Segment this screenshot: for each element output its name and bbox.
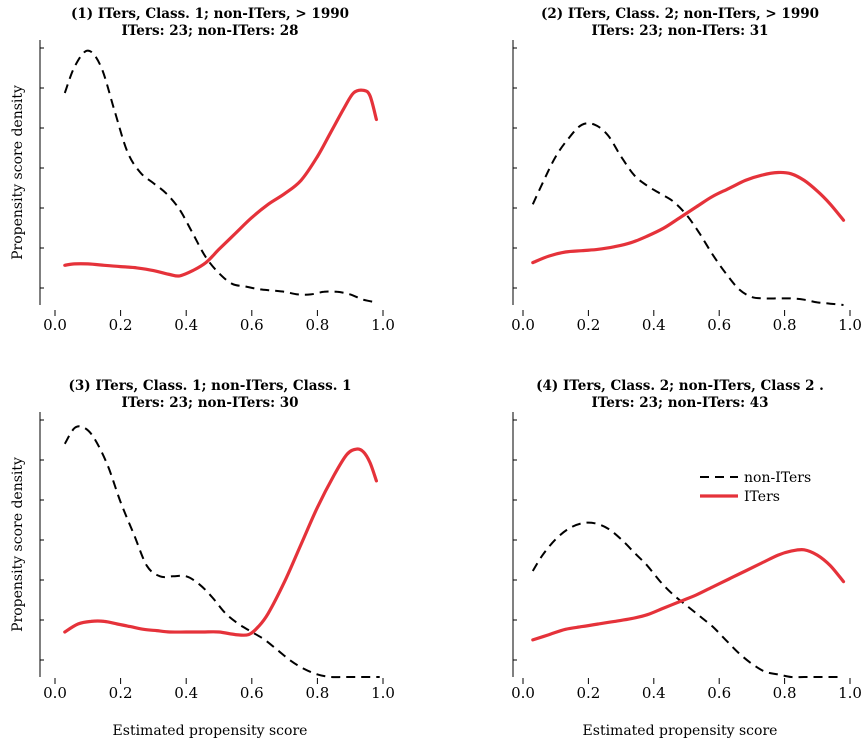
series-line-iters xyxy=(63,88,378,278)
panel-2: (2) ITers, Class. 2; non-ITers, > 1990IT… xyxy=(511,6,862,334)
series-line-iters xyxy=(531,170,846,265)
x-tick-label: 0.4 xyxy=(174,316,198,334)
panel-title: (4) ITers, Class. 2; non-ITers, Class 2 … xyxy=(536,378,824,394)
x-tick-label: 0.0 xyxy=(511,316,535,334)
y-axis-label: Propensity score density xyxy=(10,85,26,260)
series-line-non-iters xyxy=(63,49,377,304)
x-tick-label: 0.8 xyxy=(773,684,797,702)
x-tick-label: 1.0 xyxy=(838,684,862,702)
series-line-iters xyxy=(63,447,378,637)
x-tick-label: 0.2 xyxy=(109,684,133,702)
panel-subtitle: ITers: 23; non-ITers: 31 xyxy=(591,23,768,39)
x-tick-label: 0.2 xyxy=(109,316,133,334)
x-tick-label: 0.2 xyxy=(576,316,600,334)
panel-title: (2) ITers, Class. 2; non-ITers, > 1990 xyxy=(541,6,819,22)
x-tick-label: 0.4 xyxy=(642,316,666,334)
panel-4: (4) ITers, Class. 2; non-ITers, Class 2 … xyxy=(511,378,862,739)
x-tick-label: 0.4 xyxy=(642,684,666,702)
panel-subtitle: ITers: 23; non-ITers: 43 xyxy=(591,395,768,411)
x-tick-label: 0.0 xyxy=(43,684,67,702)
legend-label: non-ITers xyxy=(744,470,811,486)
y-axis-label: Propensity score density xyxy=(10,457,26,632)
x-axis-label: Estimated propensity score xyxy=(583,723,778,739)
series-line-iters xyxy=(531,547,846,642)
panel-1: (1) ITers, Class. 1; non-ITers, > 1990IT… xyxy=(10,6,395,334)
legend: non-ITers ITers xyxy=(700,470,811,505)
series-line-non-iters xyxy=(531,122,844,306)
x-tick-label: 0.6 xyxy=(707,684,731,702)
series-line-non-iters xyxy=(63,425,380,679)
x-axis-label: Estimated propensity score xyxy=(113,723,308,739)
x-tick-label: 0.8 xyxy=(305,684,329,702)
x-tick-label: 0.2 xyxy=(576,684,600,702)
panel-subtitle: ITers: 23; non-ITers: 28 xyxy=(121,23,298,39)
legend-label: ITers xyxy=(744,489,780,505)
panel-3: (3) ITers, Class. 1; non-ITers, Class. 1… xyxy=(10,378,395,739)
x-tick-label: 0.8 xyxy=(305,316,329,334)
panel-subtitle: ITers: 23; non-ITers: 30 xyxy=(121,395,298,411)
x-tick-label: 0.0 xyxy=(511,684,535,702)
series-line-non-iters xyxy=(531,521,844,679)
x-tick-label: 0.0 xyxy=(43,316,67,334)
x-tick-label: 0.6 xyxy=(240,316,264,334)
x-tick-label: 0.6 xyxy=(707,316,731,334)
x-tick-label: 1.0 xyxy=(838,316,862,334)
x-tick-label: 1.0 xyxy=(371,316,395,334)
panel-title: (3) ITers, Class. 1; non-ITers, Class. 1 xyxy=(68,378,351,394)
x-tick-label: 1.0 xyxy=(371,684,395,702)
x-tick-label: 0.8 xyxy=(773,316,797,334)
x-tick-label: 0.4 xyxy=(174,684,198,702)
x-tick-label: 0.6 xyxy=(240,684,264,702)
panel-title: (1) ITers, Class. 1; non-ITers, > 1990 xyxy=(71,6,349,22)
